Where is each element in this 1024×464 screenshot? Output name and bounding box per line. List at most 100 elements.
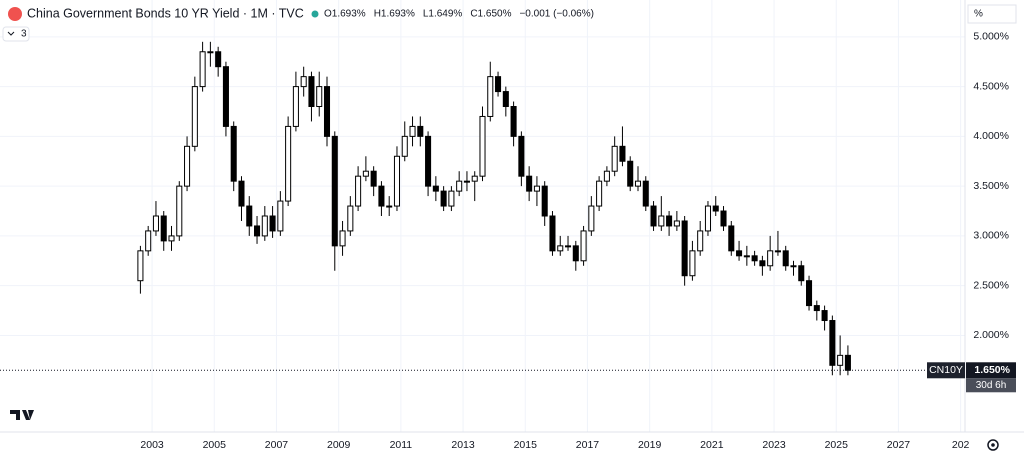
x-tick-label: 2023: [762, 439, 786, 451]
candle-body: [782, 250, 789, 267]
candle-body: [596, 180, 603, 207]
candle-body: [806, 280, 813, 307]
candle-body: [704, 205, 711, 232]
candle-body: [238, 180, 245, 207]
candle-body: [526, 175, 533, 192]
candle-body: [642, 180, 649, 207]
candle-body: [557, 245, 564, 252]
candle-body: [798, 265, 805, 282]
candle-body: [300, 76, 307, 88]
x-tick-label: 2007: [265, 439, 289, 451]
y-tick-label: 2.000%: [973, 329, 1009, 341]
candle-body: [697, 230, 704, 252]
quote: O1.693% H1.693% L1.649% C1.650% −0.001 (−0.0…: [324, 9, 594, 20]
candle-body: [518, 135, 525, 177]
price-tag-text: 1.650%: [974, 364, 1010, 376]
x-tick-label: 2013: [451, 439, 475, 451]
countdown-text: 30d 6h: [976, 380, 1007, 391]
candle-body: [611, 145, 618, 172]
symbol-tag-text: CN10Y: [929, 364, 963, 376]
y-tick-label: 4.000%: [973, 130, 1009, 142]
candle-body: [471, 175, 478, 182]
candle-body: [199, 51, 206, 88]
candle-body: [277, 200, 284, 232]
candle-body: [541, 185, 548, 217]
chart-title[interactable]: China Government Bonds 10 YR Yield · 1M …: [27, 6, 304, 20]
candle-body: [673, 220, 680, 227]
x-tick-label: 2003: [140, 439, 164, 451]
chevron: [7, 31, 15, 36]
candle-body: [767, 250, 774, 267]
candle-body: [370, 170, 377, 187]
candle-body: [347, 205, 354, 232]
candle-body: [261, 215, 268, 237]
y-tick-label: 3.000%: [973, 230, 1009, 242]
candle-body: [634, 180, 642, 187]
candle-body: [712, 205, 719, 212]
candle-body: [137, 250, 144, 282]
candle-body: [456, 180, 463, 192]
candle-body: [448, 190, 455, 207]
candle-body: [184, 145, 191, 187]
settings-icon[interactable]: [987, 439, 999, 451]
x-tick-label: 2025: [825, 439, 849, 451]
candle-body: [510, 106, 517, 137]
candle-body: [176, 185, 183, 237]
candle-body: [308, 76, 315, 108]
indicators-count[interactable]: 3: [21, 29, 27, 40]
candle-body: [564, 245, 572, 248]
candle-body: [813, 305, 820, 312]
y-tick-label: 4.500%: [973, 80, 1009, 92]
candle-body: [603, 170, 610, 182]
x-tick-label: 2027: [887, 439, 911, 451]
candle-body: [495, 76, 502, 93]
candle-body: [393, 155, 401, 207]
candle-body: [751, 255, 758, 262]
candle-body: [378, 185, 385, 207]
candle-body: [689, 250, 696, 277]
candle-body: [331, 135, 338, 247]
candle-body: [619, 145, 626, 162]
scale-button[interactable]: [967, 4, 1017, 24]
x-tick-label: 2019: [638, 439, 662, 451]
candle-body: [829, 320, 836, 366]
candle-body: [386, 205, 393, 208]
candle-body: [759, 260, 766, 267]
candle-body: [627, 160, 634, 187]
candle-body: [487, 76, 494, 117]
candle-body: [440, 190, 447, 207]
candle-body: [743, 255, 750, 258]
quote-item: H1.693%: [374, 9, 415, 20]
candle-body: [230, 125, 237, 182]
plot: [137, 41, 851, 376]
candle-body: [285, 125, 292, 202]
y-tick-label: 5.000%: [973, 31, 1009, 43]
candle-body: [533, 185, 540, 192]
candle-body: [355, 175, 362, 207]
candle-body: [401, 135, 408, 157]
candle-body: [292, 86, 299, 127]
quote-item: −0.001 (−0.06%): [519, 9, 594, 20]
indicators-toggle[interactable]: [2, 26, 30, 42]
candle-body: [728, 225, 735, 252]
scale-mode[interactable]: %: [974, 9, 983, 20]
tv-logo: [10, 410, 34, 420]
candle-body: [316, 86, 323, 108]
candle-body: [160, 215, 167, 242]
candle-body: [790, 265, 797, 268]
countdown-tag: [966, 378, 1016, 393]
candle-body: [409, 125, 416, 137]
x-tick-label: 2005: [203, 439, 227, 451]
x-tick-label: 202: [952, 439, 970, 451]
quote-item: C1.650%: [470, 9, 511, 20]
candle-body: [821, 310, 828, 322]
x-tick-label: 2011: [390, 439, 413, 451]
x-tick-label: 2015: [514, 439, 538, 451]
y-tick-label: 3.500%: [973, 180, 1009, 192]
candle-body: [650, 205, 657, 227]
candle-body: [479, 115, 486, 177]
symbol-icon[interactable]: [8, 7, 22, 21]
candle-body: [152, 215, 159, 232]
